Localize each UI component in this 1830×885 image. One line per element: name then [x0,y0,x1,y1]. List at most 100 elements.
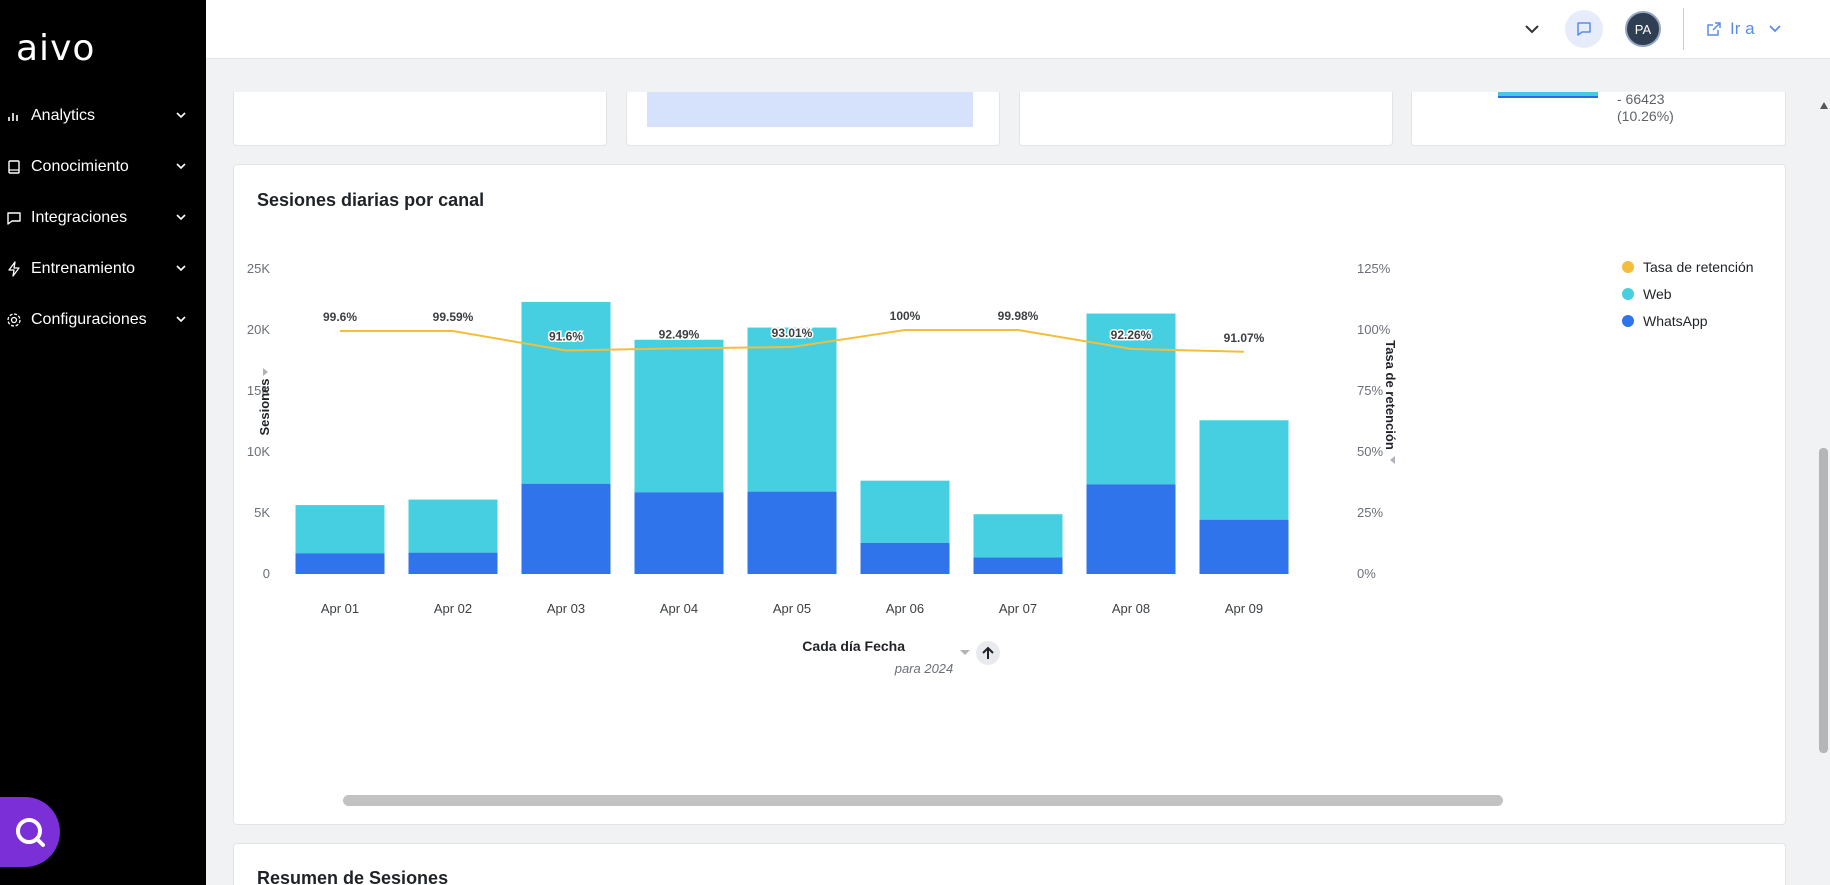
retention-data-label: 99.98% [998,309,1039,323]
chat-bubble-icon [1577,22,1591,36]
y-tick-label: 0 [263,566,270,581]
lightning-icon [8,260,20,277]
bar-whatsapp [634,492,724,574]
aivo-logo[interactable]: aivo [16,28,96,69]
sidebar: aivo Analytics Conocimiento Integracione… [0,0,206,885]
bar-web [634,339,724,493]
kpi-mini-bar [1498,92,1598,98]
bar-web [521,301,611,484]
x-axis-sort-caret-icon [960,650,970,655]
scroll-up-arrow-icon[interactable] [1820,102,1828,109]
assistant-launcher-button[interactable] [0,797,60,867]
legend-item-web[interactable]: Web [1622,280,1754,307]
y-tick-label: 10K [247,444,270,459]
sidebar-item-entrenamiento[interactable]: Entrenamiento [0,243,206,294]
scrollbar-thumb[interactable] [1819,448,1828,753]
chevron-down-icon [1768,25,1781,33]
legend-item-whatsapp[interactable]: WhatsApp [1622,307,1754,334]
sidebar-item-label: Configuraciones [31,310,147,328]
y-tick-label: 20K [247,322,270,337]
sidebar-item-label: Analytics [31,106,96,124]
y-axis-title: Sesiones [257,378,272,435]
kpi-card-4: - 66423 (10.26%) [1411,91,1786,146]
y-tick-label: 5K [254,505,270,520]
sidebar-item-configuraciones[interactable]: Configuraciones [0,294,206,345]
bar-web [295,505,385,554]
bar-web [1086,313,1176,485]
bar-whatsapp [408,552,498,574]
bar-web [408,499,498,553]
x-tick-label: Apr 06 [886,601,924,616]
chevron-down-icon [176,112,186,119]
retention-data-label: 99.6% [323,310,357,324]
x-tick-label: Apr 08 [1112,601,1150,616]
retention-line [339,328,1245,353]
sidebar-item-conocimiento[interactable]: Conocimiento [0,141,206,192]
page-vertical-scrollbar[interactable] [1817,100,1830,885]
sidebar-item-integraciones[interactable]: Integraciones [0,192,206,243]
chart-legend: Tasa de retención Web WhatsApp [1622,253,1754,334]
goto-menu-button[interactable]: Ir a [1706,17,1793,41]
goto-label: Ir a [1730,19,1755,38]
retention-data-label: 91.07% [1224,331,1265,345]
arrow-up-icon [982,646,994,659]
y-tick-label: 15K [247,383,270,398]
bar-whatsapp [973,557,1063,574]
legend-dot [1622,287,1634,300]
sidebar-item-label: Conocimiento [31,157,129,175]
y-right-tick-label: 125% [1357,261,1391,276]
chevron-down-icon [176,265,186,272]
bar-whatsapp [295,553,385,574]
kpi-card-2 [626,92,1000,146]
sidebar-item-analytics[interactable]: Analytics [0,90,206,141]
bar-whatsapp [860,542,950,574]
top-bar: PA Ir a [206,0,1830,59]
sidebar-nav: Analytics Conocimiento Integraciones Ent… [0,90,206,345]
y-right-axis-sort-icon [1390,456,1395,464]
y-right-tick-label: 0% [1357,566,1376,581]
user-avatar[interactable]: PA [1625,11,1661,47]
gear-icon [7,312,21,327]
sessions-summary-card: Resumen de Sesiones [233,843,1786,885]
bar-whatsapp [1086,484,1176,574]
y-right-tick-label: 100% [1357,322,1391,337]
legend-dot [1622,314,1634,327]
bar-web [747,327,837,492]
y-right-tick-label: 25% [1357,505,1383,520]
y-right-tick-label: 50% [1357,444,1383,459]
sidebar-item-label: Entrenamiento [31,259,136,277]
bar-web [973,514,1063,558]
bar-chart-icon [8,112,18,121]
x-tick-label: Apr 04 [660,601,698,616]
chevron-down-icon [176,316,186,323]
sessions-chart: 0 5K 10K 15K 20K 25K 0% 25% 50% 75% 100% 125% Apr 01… [247,261,1398,676]
y-right-axis-title: Tasa de retención [1383,340,1398,450]
y-tick-label: 25K [247,261,270,276]
legend-label: Web [1643,285,1672,302]
retention-data-label: 93.01% [772,326,813,340]
legend-label: WhatsApp [1643,312,1708,329]
retention-data-label: 100% [890,309,921,323]
summary-title: Resumen de Sesiones [257,868,449,885]
chevron-down-icon [176,163,186,170]
x-axis-title: Cada día Fecha [802,638,905,654]
chat-button[interactable] [1565,10,1603,48]
topbar-divider [1683,8,1684,50]
x-tick-label: Apr 09 [1225,601,1263,616]
chevron-down-icon[interactable] [1521,18,1543,40]
bar-whatsapp [1199,519,1289,574]
kpi-card-1 [233,92,607,146]
bar-web [1199,420,1289,520]
bar-whatsapp [521,483,611,574]
chart-horizontal-scrollbar[interactable] [343,795,1503,806]
y-axis-sort-icon [263,368,268,376]
kpi-delta: - 66423 (10.26%) [1617,91,1674,125]
kpi-card-3 [1019,92,1393,146]
legend-item-retention[interactable]: Tasa de retención [1622,253,1754,280]
y-right-tick-label: 75% [1357,383,1383,398]
x-tick-label: Apr 02 [434,601,472,616]
retention-data-label: 92.49% [659,327,700,341]
legend-dot [1622,260,1634,273]
x-tick-label: Apr 05 [773,601,811,616]
